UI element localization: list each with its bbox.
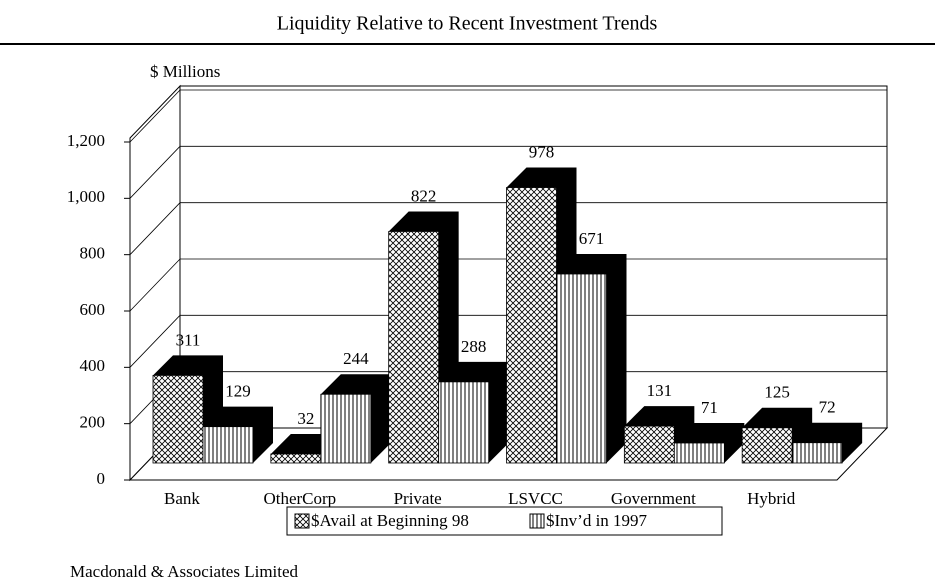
data-label: 32 [297, 409, 314, 428]
bar [673, 442, 725, 464]
data-label: 72 [819, 398, 836, 417]
x-tick-label: Private [394, 489, 442, 508]
bar [438, 381, 490, 464]
x-tick-label: LSVCC [508, 489, 563, 508]
y-tick-label: 600 [80, 300, 106, 319]
data-label: 131 [647, 381, 673, 400]
chart-title: Liquidity Relative to Recent Investment … [277, 13, 658, 35]
legend-swatch [529, 513, 545, 529]
x-tick-label: Government [611, 489, 696, 508]
bar [791, 442, 843, 464]
legend: $Avail at Beginning 98 $Inv’d in 1997 [286, 506, 723, 536]
data-label: 671 [579, 229, 605, 248]
y-tick-label: 200 [80, 413, 106, 432]
y-tick-label: 1,200 [67, 131, 105, 150]
bar [152, 375, 204, 464]
data-label: 125 [764, 383, 790, 402]
bar [741, 427, 793, 464]
y-tick-label: 1,000 [67, 187, 105, 206]
data-label: 129 [225, 382, 251, 401]
legend-box [286, 506, 723, 536]
bar [320, 393, 372, 464]
x-tick-label: Hybrid [747, 489, 796, 508]
y-tick-label: 400 [80, 356, 106, 375]
bar [202, 426, 254, 464]
grid-line [129, 89, 181, 143]
bar [270, 453, 322, 464]
y-tick-label: 800 [80, 244, 106, 263]
legend-swatch [294, 513, 310, 529]
grid-line [129, 146, 181, 199]
data-label: 822 [411, 186, 437, 205]
grid-line [129, 202, 181, 255]
data-label: 71 [701, 398, 718, 417]
x-tick-label: OtherCorp [263, 489, 336, 508]
y-axis-label: $ Millions [150, 62, 220, 81]
bar [556, 273, 607, 464]
data-label: 311 [176, 330, 201, 349]
data-label: 244 [343, 349, 369, 368]
grid-line [129, 258, 181, 312]
bar [623, 425, 675, 464]
data-label: 288 [461, 337, 487, 356]
legend-label: $Inv’d in 1997 [546, 511, 648, 530]
legend-label: $Avail at Beginning 98 [311, 511, 469, 530]
x-tick-label: Bank [164, 489, 200, 508]
data-label: 978 [529, 142, 555, 161]
bar [506, 187, 557, 464]
source: Macdonald & Associates Limited [70, 562, 299, 581]
bar [388, 231, 440, 464]
y-tick-label: 0 [97, 469, 106, 488]
grid-line [129, 315, 181, 368]
